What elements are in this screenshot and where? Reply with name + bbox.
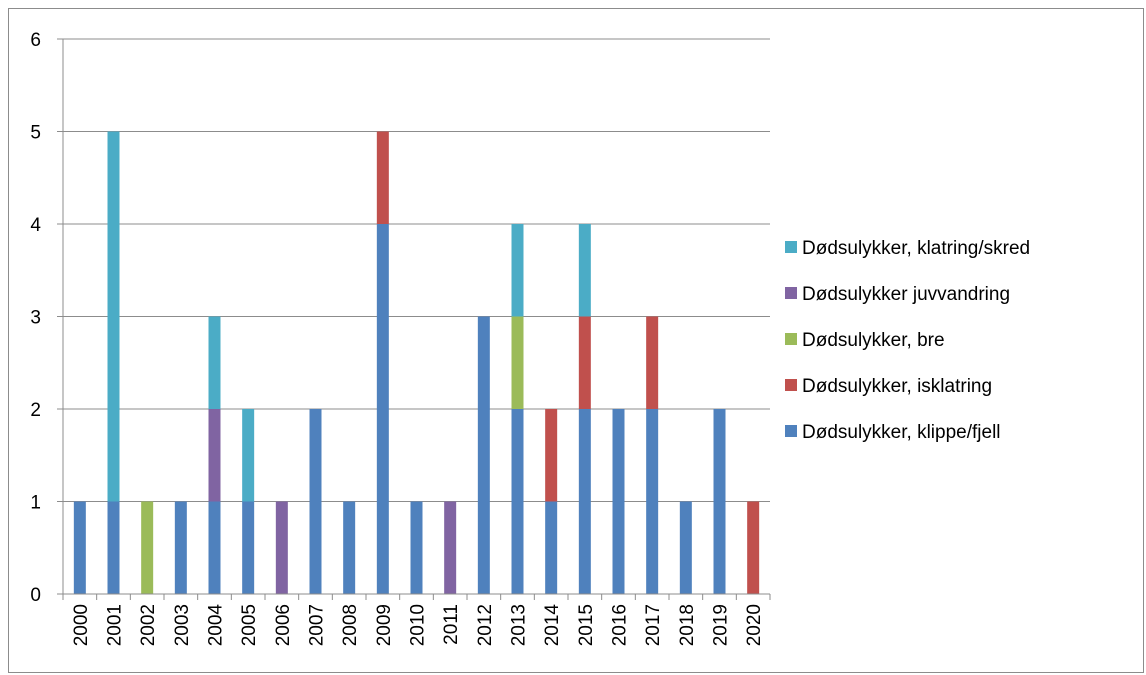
bar-segment [511,316,524,409]
bar-segment [511,224,524,317]
x-tick-label: 2009 [374,604,395,646]
x-tick-label: 2007 [307,604,328,646]
bar-segment [747,501,760,594]
x-tick-label: 2010 [408,604,429,646]
legend-swatch [785,333,797,345]
x-tick-label: 2020 [744,604,765,646]
x-tick-label: 2005 [239,604,260,646]
y-tick-label: 5 [30,123,41,144]
bar-segment [713,409,726,594]
legend-label: Dødsulykker, klatring/skred [802,238,1030,259]
axes: 0 1 2 3 4 5 6 2000 2001 2002 2003 2004 2005 2006 2007 2… [30,30,771,647]
bar-segment [376,224,389,594]
bar-segment [612,409,625,594]
bar-segment [545,409,558,502]
bar-segment [410,501,423,594]
x-tick-label: 2008 [340,604,361,646]
bar-segment [343,501,356,594]
y-tick-label: 1 [30,493,41,514]
bar-segment [208,316,221,409]
bars [73,131,760,594]
bar-segment [578,224,591,317]
y-tick-label: 4 [30,215,41,236]
x-tick-label: 2019 [711,604,732,646]
legend-label: Dødsulykker, bre [802,330,945,351]
bar-segment [646,316,659,409]
x-tick-label: 2002 [138,604,159,646]
bar-segment [646,409,659,594]
grid-lines [63,38,770,502]
x-tick-label: 2013 [509,604,530,646]
bar-segment [477,316,490,594]
bar-segment [174,501,187,594]
legend: Dødsulykker, klatring/skred Dødsulykker j… [785,238,1030,443]
legend-label: Dødsulykker, isklatring [802,376,992,397]
x-tick-label: 2006 [273,604,294,646]
bar-segment [208,501,221,594]
legend-swatch [785,379,797,391]
x-tick-label: 2001 [105,604,126,646]
bar-segment [107,131,120,502]
x-tick-label: 2018 [677,604,698,646]
bar-segment [107,501,120,594]
bar-segment [511,409,524,594]
bar-segment [275,501,288,594]
bar-segment [141,501,154,594]
y-tick-label: 0 [30,585,41,606]
x-tick-label: 2014 [542,604,563,647]
legend-label: Dødsulykker, klippe/fjell [802,422,1001,443]
legend-swatch [785,241,797,253]
bar-segment [73,501,86,594]
bar-segment [578,316,591,409]
legend-swatch [785,425,797,437]
legend-label: Dødsulykker juvvandring [802,284,1010,305]
legend-swatch [785,287,797,299]
bar-segment [679,501,692,594]
bar-segment [309,409,322,594]
y-tick-label: 6 [30,30,41,51]
bar-segment [376,131,389,224]
bar-segment [578,409,591,594]
x-tick-label: 2011 [441,604,462,645]
bar-segment [242,409,255,502]
x-tick-label: 2016 [610,604,631,646]
chart-frame [8,8,1144,673]
bar-segment [208,409,221,502]
bar-segment [242,501,255,594]
y-tick-label: 2 [30,400,41,421]
x-tick-label: 2000 [71,604,92,646]
bar-segment [444,501,457,594]
x-tick-label: 2015 [576,604,597,646]
bar-segment [545,501,558,594]
x-tick-label: 2004 [206,604,227,647]
x-tick-label: 2003 [172,604,193,646]
y-tick-label: 3 [30,308,41,329]
x-tick-label: 2017 [643,604,664,646]
x-tick-label: 2012 [475,604,496,646]
